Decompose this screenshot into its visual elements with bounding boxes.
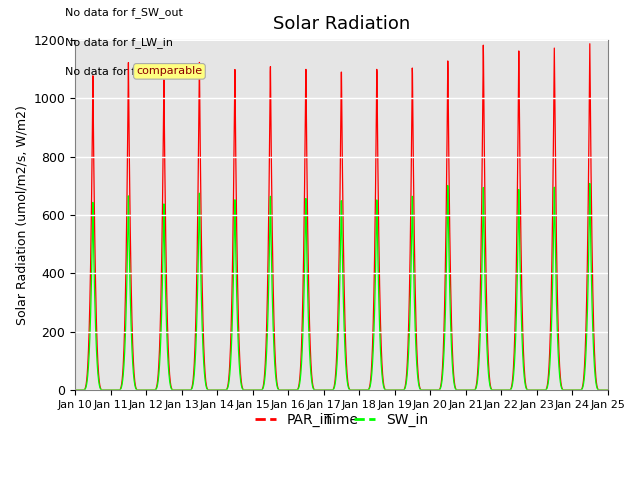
Title: Solar Radiation: Solar Radiation (273, 15, 410, 33)
SW_in (298, 344, 306, 349)
SW_in (586, 180, 594, 186)
SW_in (604, 387, 611, 393)
Line: PAR_in: PAR_in (75, 44, 607, 390)
Text: No data for f_LW_out: No data for f_LW_out (65, 66, 180, 77)
Line: SW_in: SW_in (75, 183, 607, 390)
SW_in (71, 387, 79, 393)
Text: No data for f_LW_in: No data for f_LW_in (65, 36, 173, 48)
PAR_in (164, 322, 172, 327)
SW_in (132, 386, 140, 392)
SW_in (536, 387, 543, 393)
X-axis label: Time: Time (324, 413, 358, 427)
Y-axis label: Solar Radiation (umol/m2/s, W/m2): Solar Radiation (umol/m2/s, W/m2) (15, 105, 28, 325)
Text: comparable: comparable (136, 66, 202, 76)
PAR_in (536, 387, 543, 393)
SW_in (275, 387, 283, 393)
SW_in (164, 348, 172, 354)
PAR_in (586, 41, 594, 47)
PAR_in (132, 384, 140, 390)
PAR_in (71, 387, 79, 393)
PAR_in (604, 387, 611, 393)
PAR_in (593, 384, 601, 390)
PAR_in (298, 314, 306, 320)
Text: No data for f_SW_out: No data for f_SW_out (65, 7, 182, 18)
Legend: PAR_in, SW_in: PAR_in, SW_in (249, 407, 433, 432)
PAR_in (275, 387, 283, 393)
SW_in (593, 385, 601, 391)
